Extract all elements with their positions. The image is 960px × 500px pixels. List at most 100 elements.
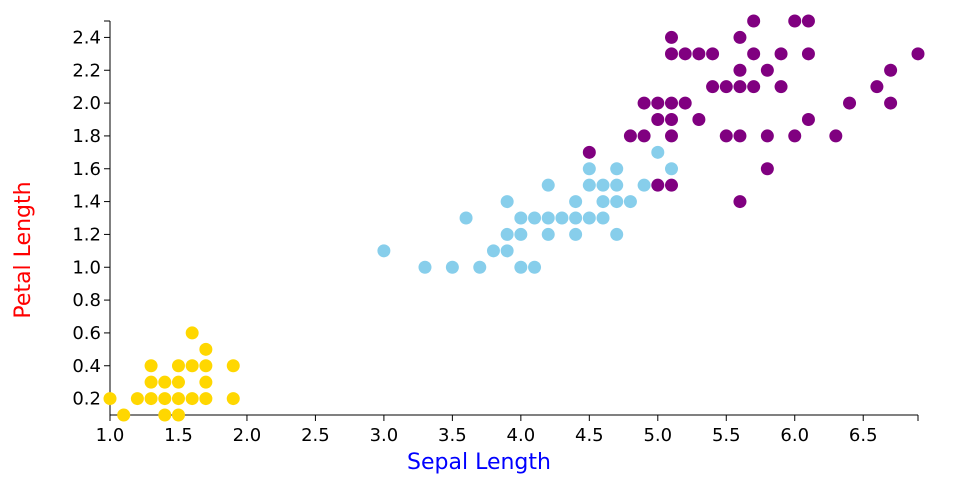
data-point bbox=[664, 47, 678, 61]
y-tick-label: 1.6 bbox=[72, 159, 101, 180]
data-point bbox=[651, 178, 665, 192]
data-point bbox=[582, 162, 596, 176]
data-point bbox=[651, 145, 665, 159]
data-point bbox=[144, 392, 158, 406]
data-point bbox=[569, 195, 583, 209]
x-axis: 1.0 1.5 2.0 2.5 3.0 3.5 4.0 4.5 5.0 5.5 6.0 6.5 bbox=[96, 414, 919, 446]
data-point bbox=[528, 211, 542, 225]
data-point bbox=[418, 260, 432, 274]
data-point bbox=[733, 195, 747, 209]
y-tick-label: 0.8 bbox=[72, 290, 101, 311]
y-axis: 0.2 0.4 0.6 0.8 1.0 1.2 1.4 1.6 1.8 2.0 2.2 2.4 bbox=[72, 20, 111, 415]
x-tick-label: 3.5 bbox=[438, 425, 467, 446]
data-point bbox=[884, 96, 898, 110]
data-point bbox=[692, 113, 706, 126]
x-tick-label: 4.0 bbox=[507, 425, 536, 446]
data-point bbox=[664, 162, 678, 176]
data-point bbox=[801, 14, 815, 28]
data-point bbox=[760, 63, 774, 77]
data-point bbox=[486, 244, 500, 258]
y-tick-label: 0.6 bbox=[72, 323, 101, 344]
data-point bbox=[801, 47, 815, 61]
data-point bbox=[596, 178, 610, 192]
data-point bbox=[582, 211, 596, 225]
data-point bbox=[528, 260, 542, 274]
data-point bbox=[664, 30, 678, 44]
data-point bbox=[582, 178, 596, 192]
data-point bbox=[117, 408, 131, 422]
data-point bbox=[569, 227, 583, 241]
data-point bbox=[500, 244, 514, 258]
data-point bbox=[733, 80, 747, 94]
data-point bbox=[747, 80, 761, 94]
x-tick-label: 1.0 bbox=[96, 425, 125, 446]
data-point bbox=[144, 359, 158, 373]
data-point bbox=[514, 260, 528, 274]
data-point bbox=[719, 80, 733, 94]
data-point bbox=[651, 113, 665, 126]
y-tick-label: 1.4 bbox=[72, 192, 101, 213]
data-point bbox=[569, 211, 583, 225]
y-tick-label: 1.0 bbox=[72, 257, 101, 278]
data-point bbox=[103, 392, 117, 406]
y-axis-title: Petal Length bbox=[11, 181, 36, 318]
data-point bbox=[514, 227, 528, 241]
data-point bbox=[459, 211, 473, 225]
data-point bbox=[692, 47, 706, 61]
data-point bbox=[541, 211, 555, 225]
data-point bbox=[747, 14, 761, 28]
y-tick-label: 1.2 bbox=[72, 224, 101, 245]
x-tick-label: 2.5 bbox=[301, 425, 330, 446]
x-tick-label: 6.5 bbox=[849, 425, 878, 446]
y-tick-label: 0.4 bbox=[72, 356, 101, 377]
x-tick-label: 5.0 bbox=[643, 425, 672, 446]
data-point bbox=[719, 129, 733, 143]
data-point bbox=[158, 408, 172, 422]
data-point bbox=[226, 359, 240, 373]
data-point bbox=[473, 260, 487, 274]
y-tick-label: 2.0 bbox=[72, 93, 101, 114]
data-point bbox=[582, 145, 596, 159]
data-point bbox=[171, 392, 185, 406]
y-tick-label: 0.2 bbox=[72, 389, 101, 410]
data-point bbox=[199, 359, 213, 373]
data-point bbox=[171, 359, 185, 373]
data-point bbox=[377, 244, 391, 258]
x-tick-label: 4.5 bbox=[575, 425, 604, 446]
x-tick-label: 2.0 bbox=[233, 425, 262, 446]
data-point bbox=[664, 113, 678, 126]
data-point bbox=[733, 63, 747, 77]
y-tick-label: 2.4 bbox=[72, 27, 101, 48]
data-point bbox=[130, 392, 144, 406]
x-tick-label: 1.5 bbox=[164, 425, 193, 446]
data-point bbox=[610, 178, 624, 192]
data-point bbox=[199, 375, 213, 389]
data-points bbox=[103, 14, 925, 422]
data-point bbox=[678, 96, 692, 110]
data-point bbox=[596, 195, 610, 209]
data-point bbox=[171, 408, 185, 422]
y-tick-label: 2.2 bbox=[72, 60, 101, 81]
data-point bbox=[226, 392, 240, 406]
data-point bbox=[829, 129, 843, 143]
x-tick-label: 3.0 bbox=[370, 425, 399, 446]
data-point bbox=[911, 47, 925, 61]
data-point bbox=[678, 47, 692, 61]
data-point bbox=[760, 162, 774, 176]
data-point bbox=[541, 178, 555, 192]
data-point bbox=[623, 195, 637, 209]
data-point bbox=[555, 211, 569, 225]
data-point bbox=[637, 96, 651, 110]
x-tick-label: 5.5 bbox=[712, 425, 741, 446]
data-point bbox=[788, 129, 802, 143]
data-point bbox=[733, 30, 747, 44]
data-point bbox=[514, 211, 528, 225]
data-point bbox=[171, 375, 185, 389]
data-point bbox=[541, 227, 555, 241]
data-point bbox=[610, 195, 624, 209]
data-point bbox=[774, 47, 788, 61]
data-point bbox=[596, 211, 610, 225]
data-point bbox=[664, 129, 678, 143]
data-point bbox=[185, 359, 199, 373]
